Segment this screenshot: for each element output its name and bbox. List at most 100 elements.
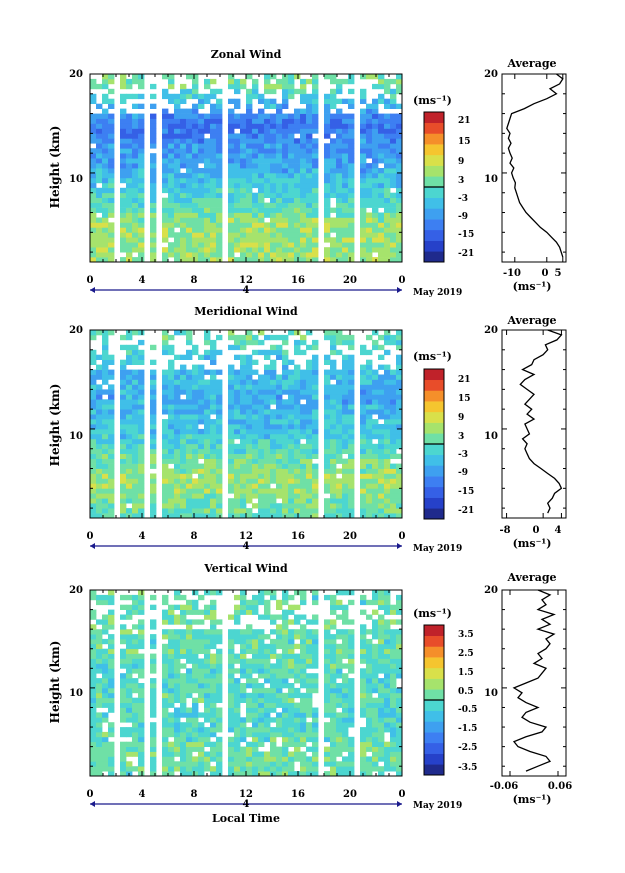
heatmap-cell (162, 202, 169, 208)
heatmap-cell (186, 658, 193, 664)
heatmap-cell (192, 153, 199, 159)
heatmap-cell (294, 247, 301, 253)
heatmap-cell (108, 419, 115, 425)
heatmap-cell (372, 163, 379, 169)
heatmap-cell (258, 414, 265, 420)
heatmap-cell (108, 443, 115, 450)
heatmap-cell (168, 399, 175, 405)
heatmap-cell (198, 113, 205, 119)
heatmap-cell (192, 409, 199, 415)
heatmap-cell (336, 424, 343, 430)
heatmap-cell (264, 717, 271, 723)
heatmap-cell (102, 222, 109, 228)
heatmap-cell (162, 93, 169, 100)
heatmap-cell (174, 458, 181, 464)
heatmap-cell (96, 478, 103, 484)
heatmap-cell (162, 374, 169, 380)
heatmap-cell (132, 163, 139, 169)
heatmap-cell (384, 692, 391, 699)
heatmap-cell (366, 766, 373, 772)
heatmap-cell (252, 384, 259, 390)
heatmap-cell (300, 707, 307, 713)
heatmap-cell (348, 771, 355, 777)
heatmap-cell (132, 212, 139, 218)
heatmap-cell (282, 599, 289, 606)
heatmap-cell (204, 498, 211, 504)
heatmap-cell (306, 192, 313, 198)
heatmap-cell (174, 643, 181, 650)
heatmap-cell (384, 212, 391, 218)
heatmap-cell (372, 736, 379, 743)
heatmap-cell (306, 364, 313, 370)
heatmap-cell (360, 692, 367, 699)
heatmap-cell (264, 433, 271, 440)
heatmap-cell (270, 443, 277, 450)
heatmap-cell (396, 473, 403, 479)
heatmap-cell (174, 668, 181, 674)
heatmap-cell (108, 212, 115, 218)
heatmap-cell (180, 217, 187, 223)
heatmap-cell (384, 503, 391, 509)
heatmap-cell (264, 364, 271, 370)
heatmap-cell (234, 683, 241, 689)
heatmap-cell (270, 663, 277, 669)
heatmap-cell (210, 384, 217, 390)
heatmap-cell (264, 648, 271, 654)
heatmap-cell (138, 207, 145, 213)
heatmap-cell (150, 707, 157, 713)
heatmap-cell (312, 354, 319, 360)
heatmap-cell (270, 473, 277, 479)
heatmap-cell (396, 354, 403, 360)
heatmap-cell (180, 177, 187, 184)
heatmap-cell (264, 634, 271, 640)
heatmap-cell (204, 761, 211, 767)
heatmap-cell (360, 599, 367, 606)
heatmap-cell (258, 384, 265, 390)
heatmap-cell (174, 590, 181, 596)
heatmap-cell (330, 399, 337, 405)
heatmap-cell (336, 771, 343, 777)
heatmap-cell (276, 158, 283, 164)
heatmap-cell (378, 404, 385, 410)
heatmap-cell (258, 394, 265, 400)
heatmap-cell (168, 148, 175, 154)
heatmap-cell (330, 438, 337, 445)
heatmap-cell (360, 687, 367, 694)
heatmap-cell (348, 638, 355, 645)
heatmap-cell (312, 658, 319, 664)
heatmap-cell (192, 609, 199, 615)
heatmap-cell (162, 702, 169, 708)
heatmap-cell (90, 133, 97, 139)
heatmap-cell (108, 354, 115, 360)
heatmap-cell (282, 349, 289, 356)
heatmap-cell (90, 394, 97, 400)
heatmap-cell (96, 746, 103, 752)
heatmap-cell (186, 369, 193, 375)
heatmap-cell (324, 443, 331, 450)
heatmap-cell (342, 463, 349, 469)
heatmap-cell (372, 741, 379, 747)
heatmap-cell (138, 638, 145, 645)
heatmap-cell (264, 202, 271, 208)
heatmap-cell (336, 163, 343, 169)
heatmap-cell (348, 658, 355, 664)
heatmap-cell (252, 722, 259, 728)
heatmap-cell (126, 227, 133, 233)
heatmap-cell (300, 683, 307, 689)
heatmap-cell (366, 468, 373, 474)
heatmap-cell (330, 389, 337, 395)
heatmap-cell (138, 619, 145, 625)
heatmap-cell (234, 468, 241, 474)
heatmap-cell (258, 128, 265, 134)
heatmap-cell (300, 643, 307, 650)
heatmap-cell (378, 334, 385, 341)
heatmap-cell (126, 712, 133, 718)
heatmap-cell (198, 731, 205, 738)
heatmap-cell (336, 766, 343, 772)
heatmap-cell (162, 731, 169, 738)
heatmap-cell (384, 643, 391, 650)
heatmap-cell (336, 237, 343, 243)
heatmap-cell (132, 683, 139, 689)
heatmap-cell (138, 756, 145, 762)
heatmap-cell (168, 242, 175, 248)
